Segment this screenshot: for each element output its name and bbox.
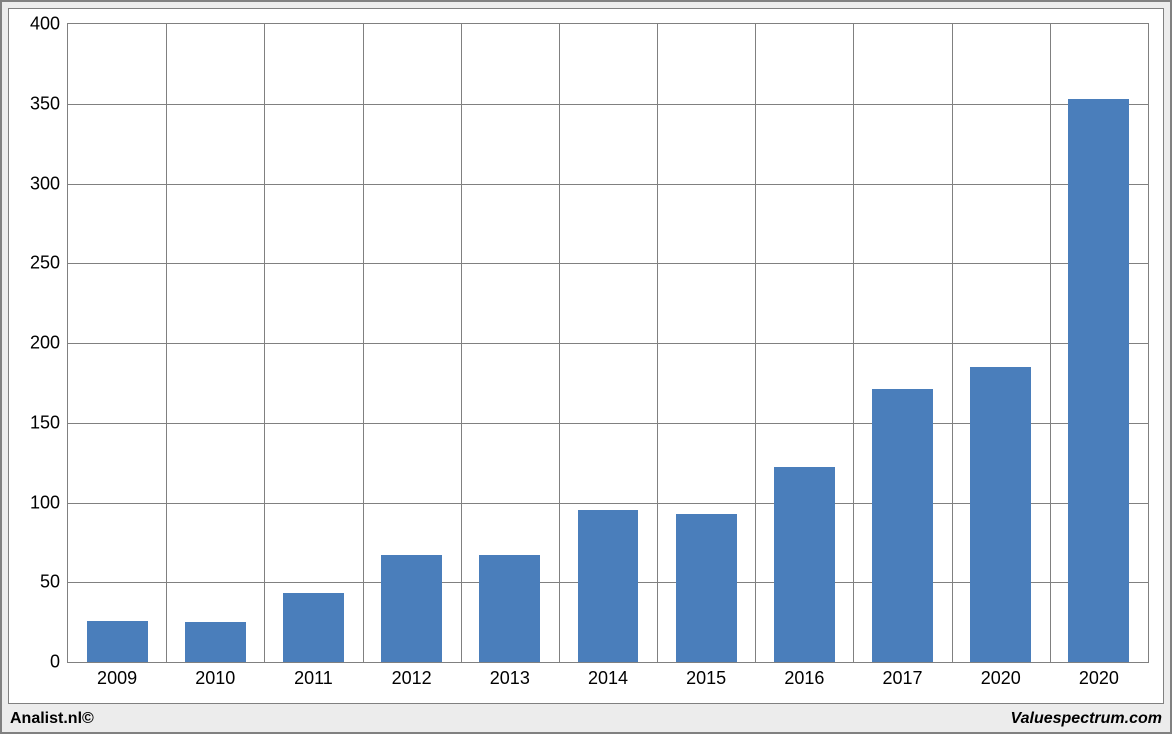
gridline-v: [264, 24, 265, 662]
bar: [479, 555, 540, 662]
y-axis-label: 0: [50, 652, 68, 673]
bar: [872, 389, 933, 662]
bar: [578, 510, 639, 662]
gridline-v: [657, 24, 658, 662]
x-axis-label: 2013: [490, 662, 530, 689]
bar: [381, 555, 442, 662]
x-axis-label: 2020: [981, 662, 1021, 689]
bar: [185, 622, 246, 662]
gridline-v: [461, 24, 462, 662]
gridline-v: [1050, 24, 1051, 662]
gridline-h: [68, 104, 1148, 105]
bar: [1068, 99, 1129, 662]
bar: [774, 467, 835, 662]
gridline-h: [68, 343, 1148, 344]
y-axis-label: 150: [30, 412, 68, 433]
chart-panel: 0 50 100 150 200 250 300 350 400 2009 2010 2011 2012…: [8, 8, 1164, 704]
x-axis-label: 2014: [588, 662, 628, 689]
bar: [970, 367, 1031, 662]
y-axis-label: 100: [30, 492, 68, 513]
gridline-v: [559, 24, 560, 662]
x-axis-label: 2020: [1079, 662, 1119, 689]
y-axis-label: 50: [40, 572, 68, 593]
x-axis-label: 2010: [195, 662, 235, 689]
y-axis-label: 200: [30, 333, 68, 354]
x-axis-label: 2009: [97, 662, 137, 689]
x-axis-label: 2016: [784, 662, 824, 689]
x-axis-label: 2015: [686, 662, 726, 689]
gridline-h: [68, 263, 1148, 264]
x-axis-label: 2011: [294, 662, 333, 689]
gridline-v: [166, 24, 167, 662]
gridline-v: [853, 24, 854, 662]
y-axis-label: 300: [30, 173, 68, 194]
y-axis-label: 250: [30, 253, 68, 274]
bar: [87, 621, 148, 662]
bar: [283, 593, 344, 662]
footer-credit-right: Valuespectrum.com: [1011, 710, 1162, 728]
chart-frame: 0 50 100 150 200 250 300 350 400 2009 2010 2011 2012…: [0, 0, 1172, 734]
gridline-v: [952, 24, 953, 662]
gridline-v: [363, 24, 364, 662]
footer-credit-left: Analist.nl©: [10, 710, 94, 728]
x-axis-label: 2012: [392, 662, 432, 689]
gridline-v: [755, 24, 756, 662]
y-axis-label: 400: [30, 14, 68, 35]
plot-area: 0501001502002503003504002009201020112012…: [67, 23, 1149, 663]
y-axis-label: 350: [30, 93, 68, 114]
x-axis-label: 2017: [883, 662, 923, 689]
gridline-h: [68, 184, 1148, 185]
bar: [676, 514, 737, 662]
